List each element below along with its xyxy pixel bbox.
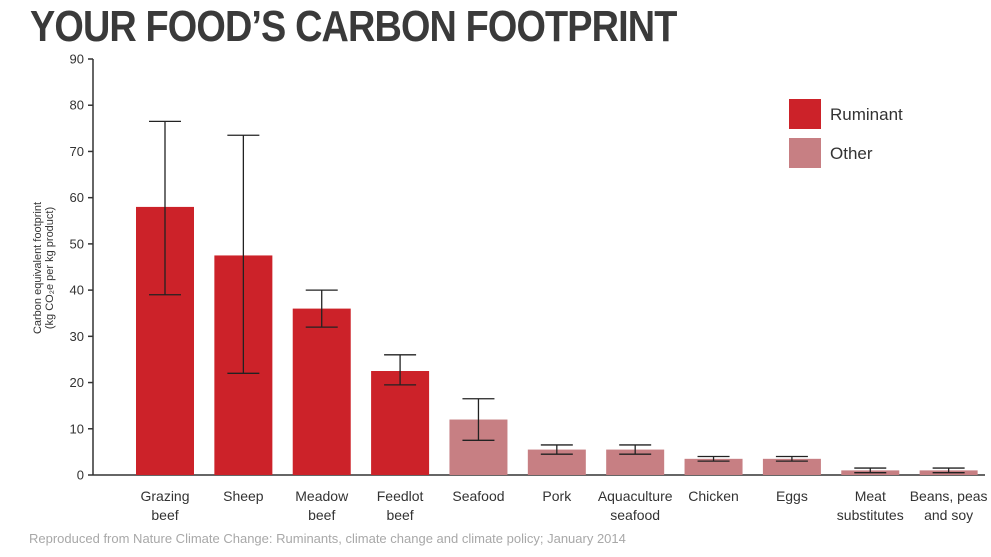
- legend-label: Ruminant: [830, 105, 903, 124]
- x-tick-label: Chicken: [688, 488, 739, 504]
- y-tick-label: 50: [70, 236, 84, 251]
- x-tick-label-line: Beans, peas: [910, 488, 988, 504]
- y-tick-label: 40: [70, 283, 84, 298]
- y-tick-label: 20: [70, 375, 84, 390]
- y-tick-label: 80: [70, 98, 84, 113]
- y-tick-label: 0: [77, 468, 84, 483]
- x-tick-label: Aquaculture seafood: [598, 488, 673, 523]
- x-tick-label: Sheep: [223, 488, 264, 504]
- x-tick-label-line: Chicken: [688, 488, 739, 504]
- legend-swatch: [789, 138, 821, 168]
- x-tick-label-line: beef: [151, 507, 178, 523]
- x-tick-label: Eggs: [776, 488, 808, 504]
- y-tick-label: 90: [70, 52, 84, 67]
- x-tick-label-line: seafood: [610, 507, 660, 523]
- legend-swatch: [789, 99, 821, 129]
- bar: [292, 308, 351, 475]
- y-tick-label: 70: [70, 144, 84, 159]
- bar: [371, 371, 430, 475]
- x-tick-label-line: substitutes: [837, 507, 904, 523]
- x-tick-label: Meat substitutes: [837, 488, 904, 523]
- x-tick-label: Meadow beef: [295, 488, 349, 523]
- x-tick-label-line: Pork: [542, 488, 572, 504]
- x-tick-label-line: beef: [308, 507, 335, 523]
- legend-label: Other: [830, 144, 873, 163]
- y-tick-label: 60: [70, 190, 84, 205]
- x-tick-label-line: Meat: [855, 488, 886, 504]
- x-tick-label-line: Grazing: [140, 488, 189, 504]
- x-tick-label: Grazing beef: [140, 488, 189, 523]
- y-tick-label: 10: [70, 421, 84, 436]
- y-axis-label-line: Carbon equivalent footprint: [32, 202, 44, 334]
- y-axis-label-line: (kg CO₂e per kg product): [44, 207, 56, 329]
- y-axis-label: Carbon equivalent footprint(kg CO₂e per …: [32, 202, 56, 334]
- x-tick-label: Beans, peas and soy: [910, 488, 988, 523]
- x-tick-label-line: and soy: [924, 507, 973, 523]
- source-note: Reproduced from Nature Climate Change: R…: [29, 531, 626, 546]
- x-tick-label-line: Meadow: [295, 488, 349, 504]
- y-tick-label: 30: [70, 329, 84, 344]
- x-tick-label-line: Sheep: [223, 488, 264, 504]
- x-tick-label: Seafood: [452, 488, 504, 504]
- bar: [684, 458, 743, 475]
- bar: [762, 458, 821, 475]
- x-tick-label-line: beef: [386, 507, 413, 523]
- x-tick-label: Pork: [542, 488, 572, 504]
- x-tick-label-line: Feedlot: [377, 488, 424, 504]
- x-tick-label-line: Seafood: [452, 488, 504, 504]
- chart-title: YOUR FOOD’S CARBON FOOTPRINT: [30, 2, 677, 51]
- x-tick-label-line: Eggs: [776, 488, 808, 504]
- x-tick-label-line: Aquaculture: [598, 488, 673, 504]
- x-tick-label: Feedlot beef: [377, 488, 424, 523]
